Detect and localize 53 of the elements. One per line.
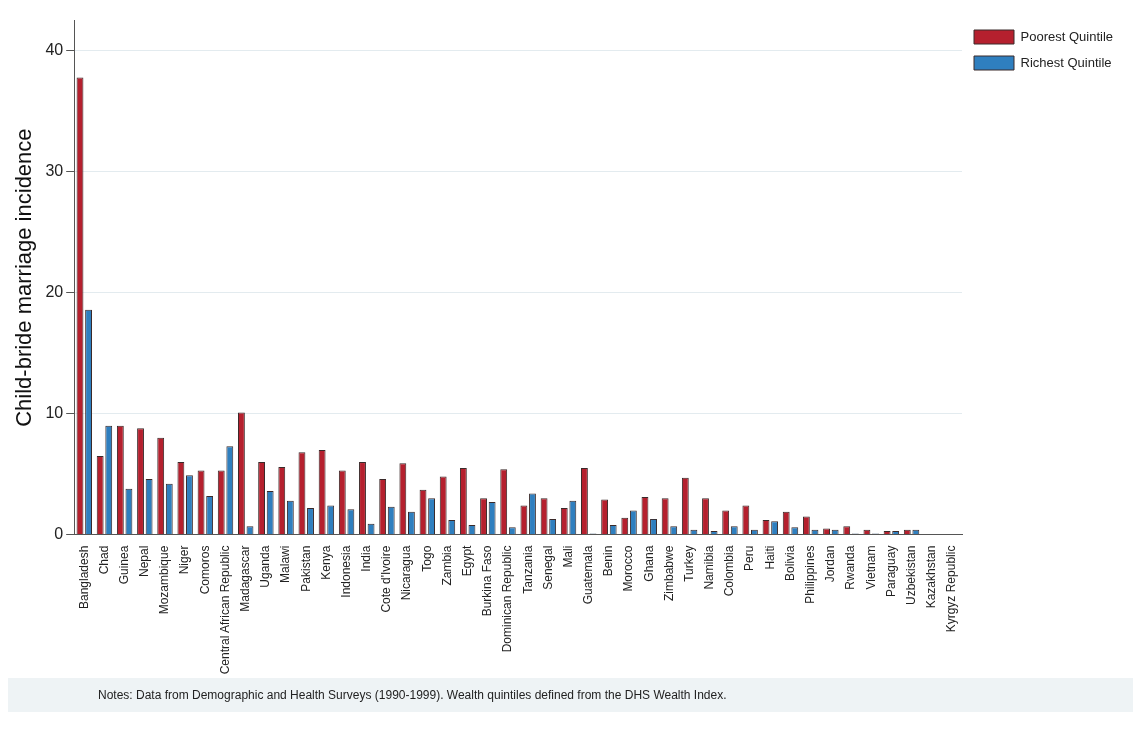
x-tick-label: Paraguay xyxy=(883,545,898,597)
x-tick-label: Dominican Republic xyxy=(500,545,515,653)
x-tick-label: Niger xyxy=(177,545,192,575)
x-tick-label: Nicaragua xyxy=(399,545,414,601)
x-tick-label: Kazakhstan xyxy=(924,545,939,609)
x-tick-label: Central African Republic xyxy=(217,545,232,675)
x-tick-label: Zimbabwe xyxy=(661,545,676,601)
x-tick-label: Rwanda xyxy=(843,545,858,590)
x-tick-label: Pakistan xyxy=(298,545,313,592)
x-tick-label: Cote d'Ivoire xyxy=(379,545,394,613)
x-tick-label: Senegal xyxy=(540,545,555,590)
x-tick-label: Togo xyxy=(419,545,434,572)
legend-label: Poorest Quintile xyxy=(1020,28,1114,44)
y-tick-label: 30 xyxy=(45,162,64,180)
y-axis-title: Child-bride marriage incidence xyxy=(11,128,37,427)
x-tick-label: Tanzania xyxy=(520,545,535,594)
x-tick-label: Peru xyxy=(742,545,757,571)
x-tick-label: Mali xyxy=(560,545,575,568)
x-tick-label: Egypt xyxy=(459,544,474,577)
x-tick-label: Haiti xyxy=(762,545,777,570)
y-tick-label: 20 xyxy=(45,283,64,301)
x-tick-label: Turkey xyxy=(681,545,696,582)
x-tick-label: Comoros xyxy=(197,545,212,595)
x-tick-label: Benin xyxy=(601,545,616,577)
y-tick-label: 0 xyxy=(54,525,64,543)
x-tick-label: India xyxy=(359,545,374,572)
x-tick-label: Colombia xyxy=(722,545,737,597)
x-tick-label: Malawi xyxy=(278,545,293,583)
x-tick-label: Kenya xyxy=(318,545,333,580)
x-tick-label: Mozambique xyxy=(157,545,172,615)
x-tick-label: Morocco xyxy=(621,545,636,592)
x-tick-label: Burkina Faso xyxy=(480,545,495,617)
x-tick-label: Uganda xyxy=(258,545,273,588)
x-tick-label: Uzbekistan xyxy=(903,545,918,605)
x-tick-label: Zambia xyxy=(439,545,454,586)
x-tick-label: Kyrgyz Republic xyxy=(944,545,959,633)
x-tick-label: Nepal xyxy=(137,545,152,577)
x-tick-label: Philippines xyxy=(802,545,817,604)
x-tick-label: Vietnam xyxy=(863,545,878,590)
x-tick-label: Bangladesh xyxy=(76,545,91,609)
x-tick-label: Ghana xyxy=(641,545,656,582)
x-tick-label: Bolivia xyxy=(782,545,797,581)
x-tick-label: Guinea xyxy=(116,545,131,585)
y-tick-label: 40 xyxy=(45,41,64,59)
x-tick-label: Madagascar xyxy=(238,545,253,612)
x-tick-label: Chad xyxy=(96,545,111,575)
y-tick-label: 10 xyxy=(45,404,64,422)
x-tick-label: Jordan xyxy=(823,545,838,583)
x-tick-label: Namibia xyxy=(702,545,717,590)
x-tick-label: Guatemala xyxy=(581,545,596,605)
x-tick-label: Indonesia xyxy=(338,545,353,598)
text: Notes: Data from Demographic and Health Surveys (1990-1999). Wealth quintiles defined from the DHS Wealth Index. xyxy=(97,687,728,704)
legend-label: Richest Quintile xyxy=(1020,54,1112,70)
